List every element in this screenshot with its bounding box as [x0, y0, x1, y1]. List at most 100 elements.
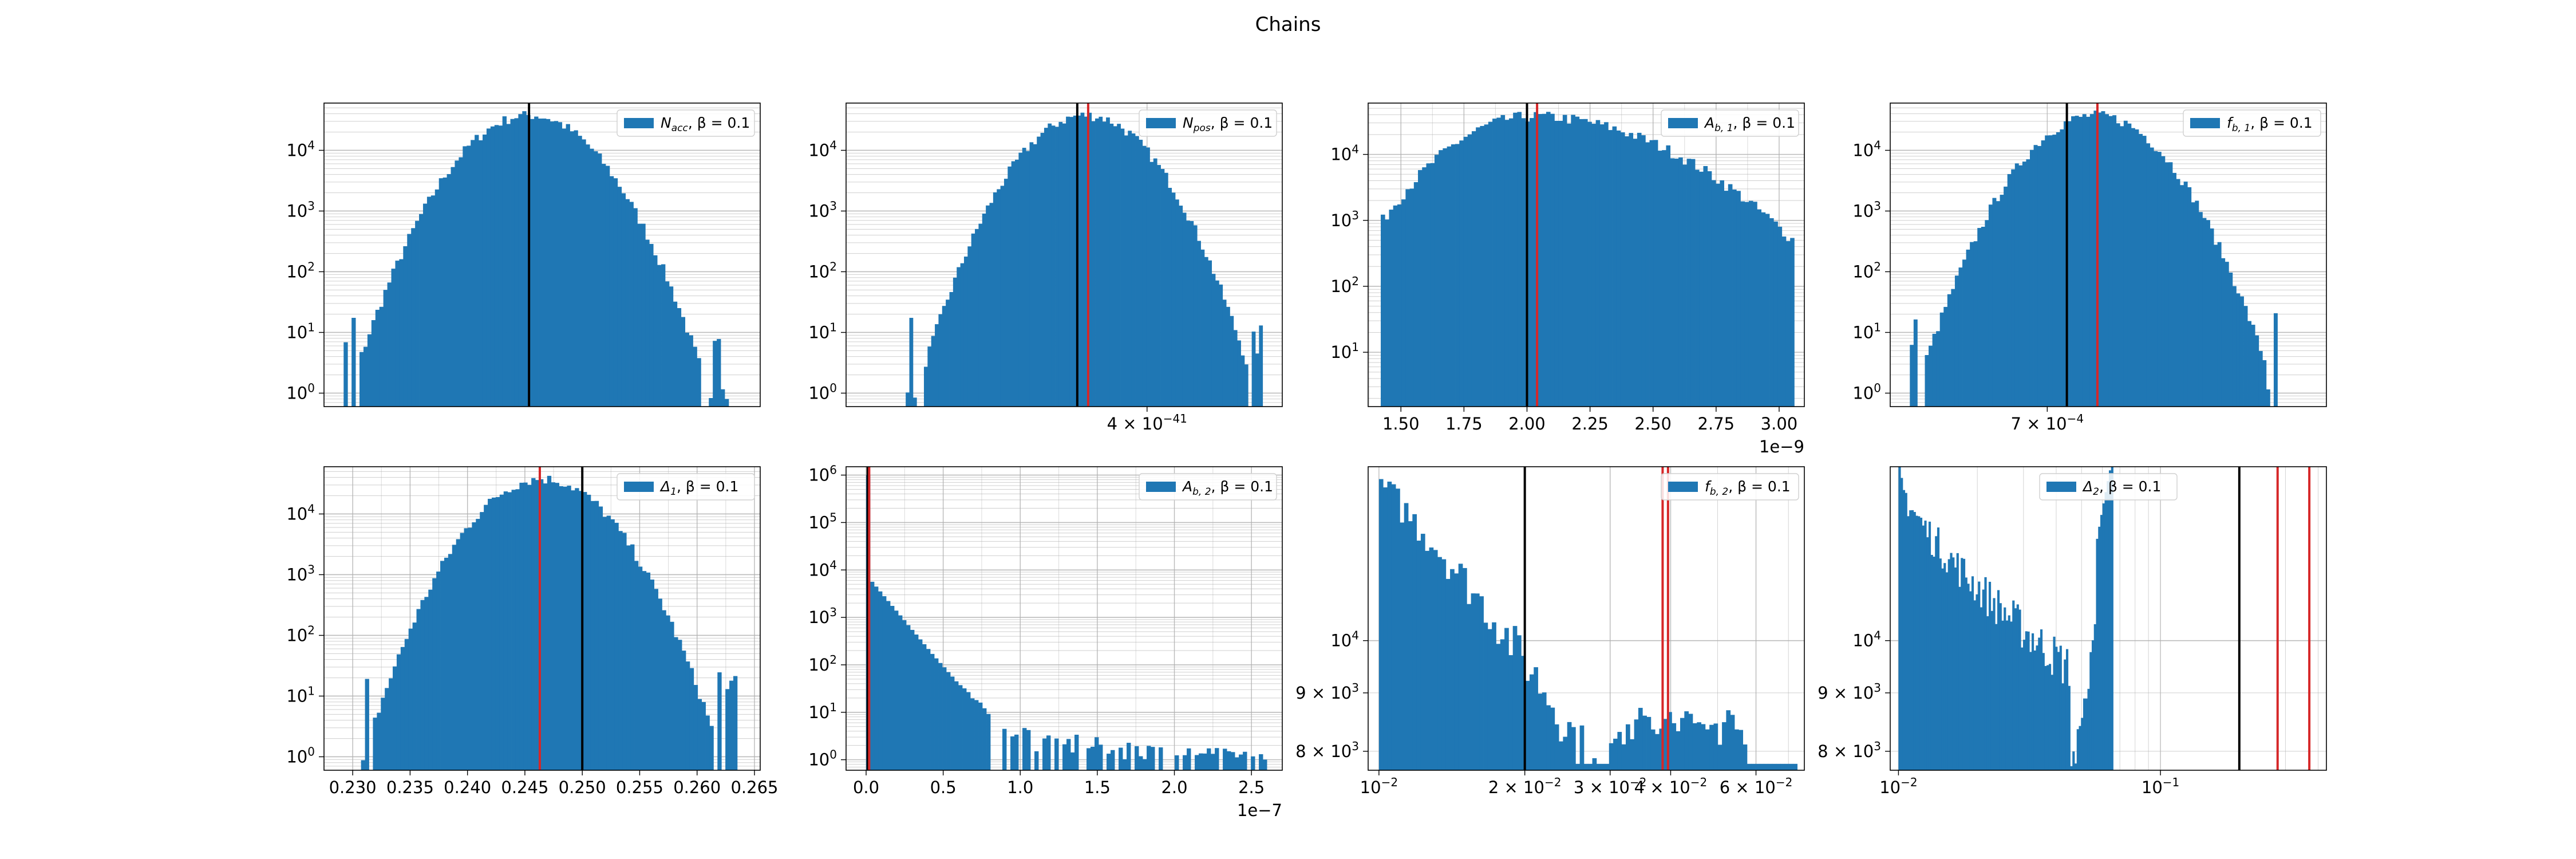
histogram-bar	[555, 483, 559, 770]
histogram-bar	[447, 174, 451, 407]
histogram-bar	[1984, 577, 1987, 770]
histogram-bar	[2102, 503, 2105, 770]
legend-swatch	[2046, 482, 2076, 492]
legend-label: Ab, 1, β = 0.1	[1704, 115, 1795, 134]
histogram-bar	[2225, 262, 2229, 407]
histogram-bar	[1396, 488, 1400, 770]
histogram-bar	[1724, 191, 1729, 407]
histogram-bar	[430, 195, 436, 407]
histogram-bar	[1135, 746, 1139, 770]
histogram-bar	[953, 277, 957, 407]
histogram-bar	[476, 519, 480, 770]
y-tick-label: 100	[808, 381, 837, 403]
y-tick-label: 8 × 103	[1295, 739, 1359, 761]
histogram-bar	[874, 586, 879, 770]
histogram-bar	[689, 335, 693, 407]
histogram-bar	[927, 346, 932, 407]
histogram-bar	[2081, 718, 2084, 770]
histogram-bar	[1208, 260, 1212, 407]
histogram-bar	[2116, 123, 2120, 407]
histogram-bar	[1517, 112, 1522, 407]
histogram-bar	[1123, 759, 1127, 770]
histogram-bar	[1559, 741, 1563, 770]
legend: Δ1, β = 0.1	[617, 473, 755, 501]
histogram-bar	[2180, 185, 2184, 407]
histogram-bar	[1613, 738, 1618, 770]
histogram-bar	[1999, 603, 2002, 770]
x-tick-label: 10−2	[1879, 775, 1917, 797]
histogram-bar	[1425, 550, 1429, 770]
histogram-bar	[621, 193, 626, 407]
y-tick-label: 101	[808, 320, 837, 342]
histogram-bar	[669, 286, 674, 407]
histogram-bars	[361, 475, 738, 770]
histogram-bar	[1219, 284, 1223, 407]
histogram-bar	[2195, 200, 2199, 407]
histogram-bar	[1099, 116, 1103, 407]
histogram-bar	[1015, 159, 1019, 407]
histogram-bar	[2071, 116, 2076, 407]
histogram-bar	[1445, 578, 1451, 770]
histogram-bar	[542, 118, 547, 407]
histogram-bar	[460, 533, 464, 770]
histogram-bar	[2064, 659, 2067, 770]
x-tick-label: 0.265	[730, 778, 778, 797]
histogram-bar	[587, 494, 591, 770]
histogram-bar	[393, 666, 397, 770]
axes-frame	[846, 103, 1283, 407]
histogram-bar	[1996, 201, 2000, 407]
x-tick-label: 2.75	[1698, 414, 1735, 434]
histogram-bar	[2123, 120, 2128, 407]
histogram-bar	[1204, 257, 1208, 407]
x-tick-label: 0.235	[386, 778, 434, 797]
histogram-bar	[2111, 467, 2113, 770]
histogram-bar	[625, 199, 630, 407]
histogram-bar	[594, 151, 598, 407]
histogram-bar	[1785, 241, 1791, 407]
histogram-bar	[1793, 763, 1798, 770]
histogram-bar	[590, 148, 594, 407]
subplot-5: 100 101 102 103 104 0.230 0.235 0.240 0.245 0.250…	[286, 466, 778, 797]
histogram-bar	[482, 134, 487, 407]
histogram-bar	[2082, 114, 2087, 407]
histogram-bar	[2014, 608, 2017, 770]
x-tick-label: 2.25	[1571, 414, 1609, 434]
histogram-bar	[1753, 202, 1757, 407]
histogram-bar	[1642, 715, 1647, 770]
histogram-bar	[1595, 120, 1601, 407]
histogram-bar	[1616, 130, 1621, 407]
legend-box	[1661, 473, 1799, 501]
histogram-bar	[467, 145, 471, 407]
histogram-bar	[1933, 557, 1935, 770]
histogram-bar	[2050, 675, 2053, 770]
histogram-bar	[1932, 333, 1937, 407]
histogram-bar	[963, 257, 968, 407]
histogram-bar	[693, 346, 697, 407]
subplot-grid: 100 101 102 103 104 Nacc, β = 0.1 100 101 102 103…	[286, 103, 2327, 820]
histogram-bar	[2251, 325, 2255, 407]
histogram-bar	[909, 318, 914, 407]
histogram-bar	[396, 654, 401, 770]
legend-box	[1139, 473, 1277, 501]
histogram-bar	[444, 557, 449, 770]
histogram-bar	[2057, 652, 2060, 770]
histogram-bar	[1521, 118, 1526, 407]
legend-swatch	[624, 482, 654, 492]
histogram-bar	[1042, 738, 1047, 770]
histogram-bar	[471, 140, 475, 407]
histogram-bar	[1701, 724, 1706, 770]
histogram-bar	[1926, 537, 1929, 770]
histogram-bar	[1961, 558, 1963, 770]
x-tick-label: 0.240	[444, 778, 491, 797]
histogram-bar	[724, 399, 729, 407]
histogram-bar	[1732, 189, 1737, 407]
histogram-bar	[2037, 145, 2042, 407]
histogram-bar	[1962, 259, 1966, 407]
histogram-bar	[882, 596, 887, 770]
y-tick-label: 102	[286, 259, 315, 281]
histogram-bar	[426, 196, 432, 407]
histogram-bar	[2104, 492, 2107, 770]
histogram-bar	[986, 205, 990, 407]
y-tick-label: 102	[808, 259, 837, 281]
histogram-bar	[1630, 739, 1635, 770]
